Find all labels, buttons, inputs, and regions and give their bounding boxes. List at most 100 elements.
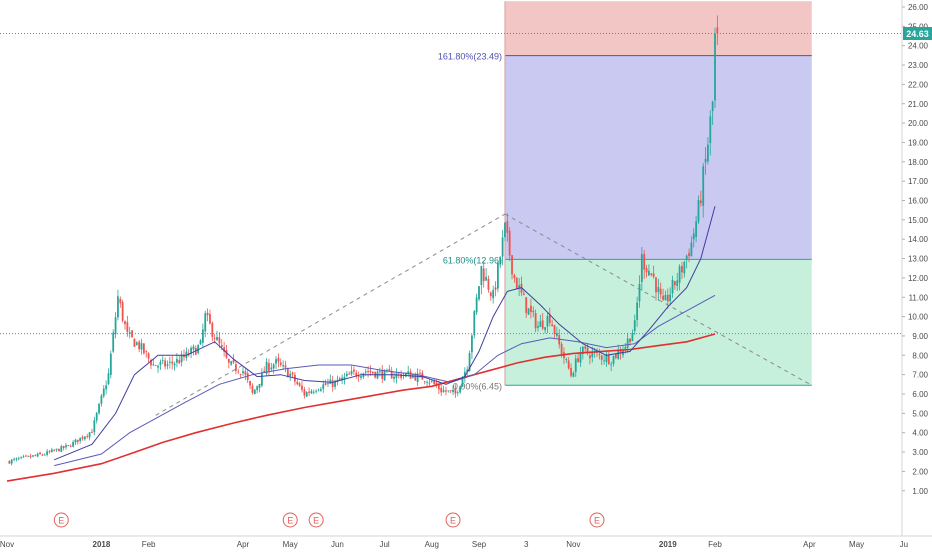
candle-body [183, 354, 185, 358]
candle-body [626, 338, 629, 348]
candle-body [204, 313, 207, 332]
candle-body [121, 302, 124, 321]
candle-body [638, 284, 641, 302]
candle-body [386, 369, 388, 371]
price-tick-label: 14.00 [908, 235, 929, 244]
candle-body [67, 445, 70, 446]
candle-body [388, 369, 391, 372]
candle-body [34, 455, 37, 457]
candle-body [88, 432, 91, 438]
price-tick-label: 23.00 [908, 61, 929, 70]
candle-body [485, 276, 487, 281]
price-tick-label: 22.00 [908, 80, 929, 89]
candle-body [338, 378, 341, 381]
candle-body [20, 456, 23, 458]
candle-body [506, 221, 509, 233]
candle-body [126, 322, 129, 332]
time-tick-label: Nov [566, 540, 580, 549]
candle-body [197, 345, 200, 354]
candle-body [423, 381, 426, 382]
candle-body [426, 382, 428, 383]
fib-zone-lower [504, 259, 812, 386]
candle-body [10, 459, 13, 464]
time-tick-label: Feb [708, 540, 722, 549]
candle-body [468, 353, 471, 372]
candle-body [166, 364, 169, 366]
candle-body [230, 361, 233, 365]
candle-body [581, 346, 584, 354]
last-price-badge: 24.63 [903, 27, 932, 41]
candle-body [532, 310, 535, 313]
candle-body [624, 347, 627, 349]
time-tick-label: Apr [803, 540, 816, 549]
candle-body [487, 278, 490, 290]
candle-body [13, 459, 15, 460]
candle-body [454, 388, 457, 394]
candle-body [442, 390, 445, 392]
candle-body [437, 384, 440, 390]
candle-body [301, 385, 303, 390]
candle-body [714, 33, 716, 101]
time-tick-label: 3 [524, 540, 529, 549]
candle-body [449, 390, 452, 392]
candle-body [664, 294, 667, 301]
candle-body [109, 353, 112, 375]
fib-zone-middle [504, 55, 812, 260]
price-tick-label: 15.00 [908, 216, 929, 225]
candle-body [546, 316, 549, 327]
candle-body [46, 451, 49, 455]
candle-body [282, 365, 285, 367]
candle-body [223, 347, 226, 352]
candle-body [93, 420, 96, 433]
candle-body [589, 355, 591, 359]
candle-body [74, 439, 77, 443]
candle-body [65, 445, 67, 448]
price-tick-label: 7.00 [912, 371, 928, 380]
price-axis[interactable]: 1.00 2.00 3.00 4.00 5.00 6.00 7.00 8.00 9.00 10.0… [902, 3, 929, 496]
earnings-marker[interactable] [445, 512, 461, 528]
candle-body [79, 437, 82, 442]
earnings-marker[interactable] [308, 512, 324, 528]
candle-body [279, 362, 282, 365]
candle-body [17, 458, 20, 460]
price-tick-label: 6.00 [912, 390, 928, 399]
candle-body [463, 371, 466, 379]
candle-body [100, 395, 103, 404]
candle-body [128, 332, 131, 335]
candle-body [440, 387, 443, 393]
candle-body [312, 391, 315, 393]
candle-body [473, 311, 476, 336]
last-price-badge-bg [903, 27, 932, 41]
candle-body [515, 277, 518, 289]
candle-body [574, 358, 577, 372]
candle-body [631, 333, 634, 342]
candle-body [39, 452, 41, 455]
candle-body [400, 374, 403, 378]
candle-body [504, 222, 506, 238]
candle-body [657, 287, 660, 293]
candle-body [492, 290, 495, 299]
candle-body [211, 323, 214, 337]
time-axis[interactable]: Nov 2018 Feb Apr May Jun Jul Aug Sep 3 Nov 2019 Feb A… [0, 540, 908, 549]
fib-label-high: 161.80%(23.49) [438, 52, 502, 62]
price-tick-label: 21.00 [908, 100, 929, 109]
time-tick-label: Jun [331, 540, 344, 549]
time-tick-label: 2018 [93, 540, 111, 549]
candle-body [567, 360, 570, 369]
candle-body [112, 332, 115, 352]
earnings-marker[interactable] [53, 512, 69, 528]
candle-body [475, 297, 478, 313]
price-tick-label: 11.00 [909, 293, 929, 302]
earnings-marker[interactable] [589, 512, 605, 528]
earnings-marker[interactable] [282, 512, 298, 528]
candle-body [367, 371, 369, 372]
candle-body [496, 262, 499, 289]
candle-body [55, 448, 58, 450]
fib-zones [504, 1, 812, 386]
candle-body [242, 371, 244, 374]
candle-body [343, 376, 346, 380]
candle-body [15, 458, 18, 460]
candle-body [201, 329, 204, 343]
